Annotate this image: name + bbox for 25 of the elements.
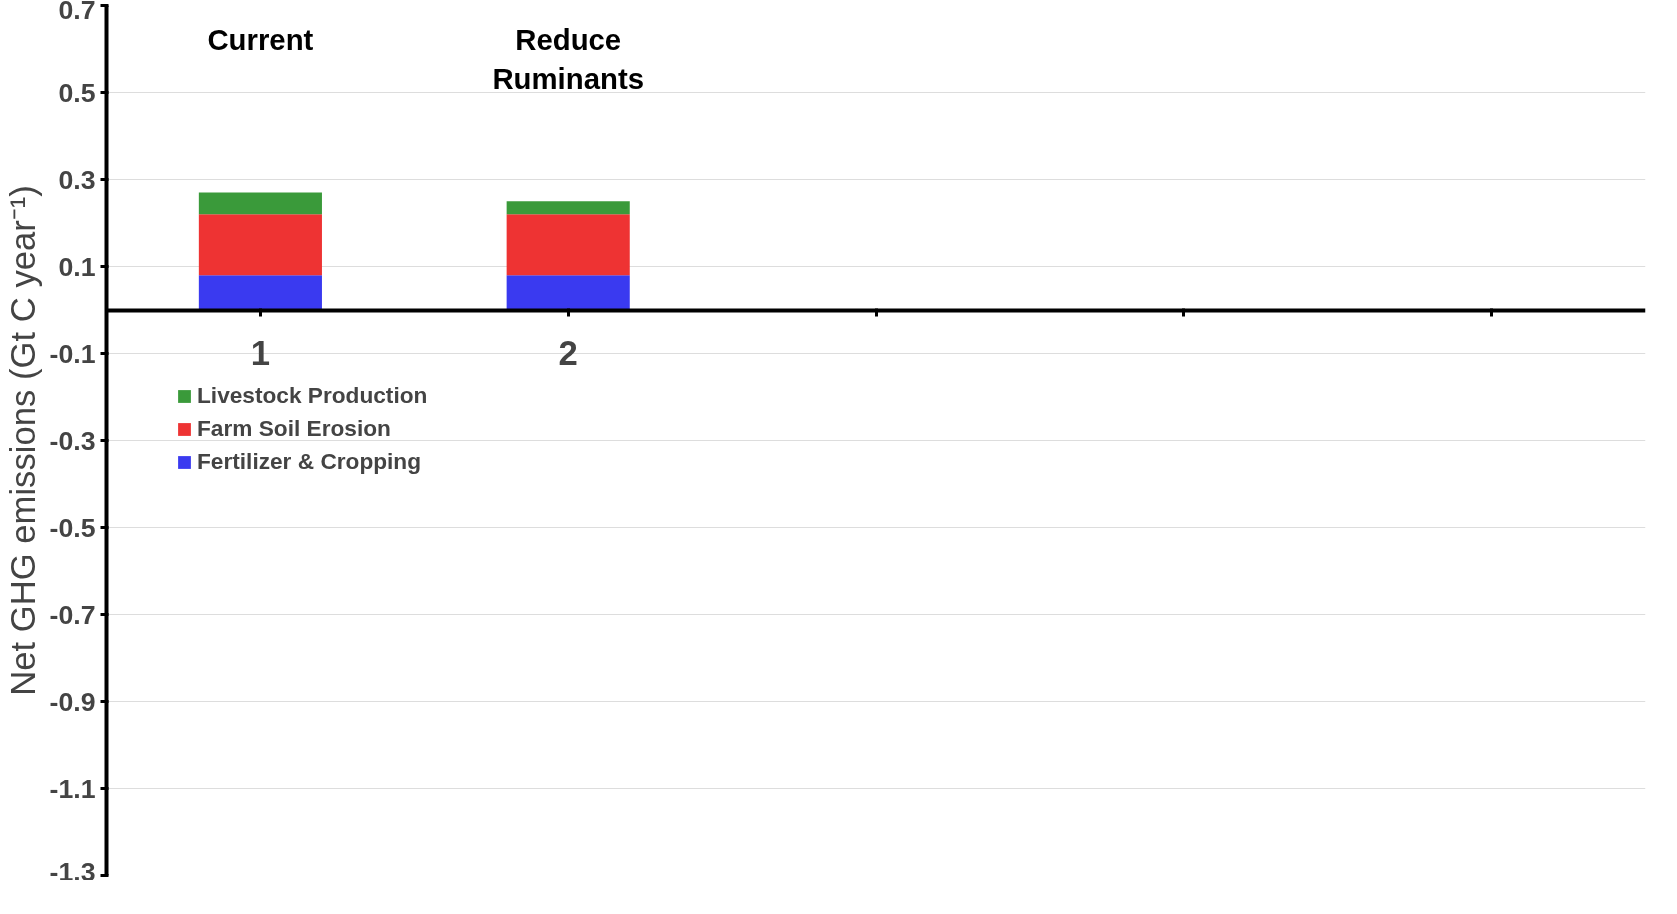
x-tick-label: 1 [250,334,271,372]
y-tick-label: -0.5 [49,512,96,543]
y-tick-label: -0.3 [49,425,96,456]
y-tick-label: -1.1 [49,773,96,804]
bar [506,201,630,215]
y-tick-label: -1.3 [49,856,96,887]
y-tick-label: 0.1 [58,251,96,282]
bar [506,214,630,276]
bar [198,192,322,215]
annotation: Reduce Ruminants [492,22,644,96]
legend-label: Farm Soil Erosion [197,415,391,442]
legend-label: Fertilizer & Cropping [197,448,422,475]
x-tick-label: 2 [558,334,578,372]
annotation: Current [207,22,314,56]
bar [198,275,322,310]
y-tick-label: 0.5 [58,77,96,108]
bar [198,214,322,276]
y-tick-label: 0.3 [58,164,96,195]
bar [506,275,630,310]
y-tick-label: -0.9 [49,686,96,717]
legend-label: Livestock Production [197,382,428,409]
y-tick-label: 0.7 [58,0,96,25]
y-tick-label: -0.1 [49,338,96,369]
y-tick-label: -0.7 [49,599,96,630]
y-axis-title: Net GHG emissions (Gt C year⁻¹) [3,185,42,696]
